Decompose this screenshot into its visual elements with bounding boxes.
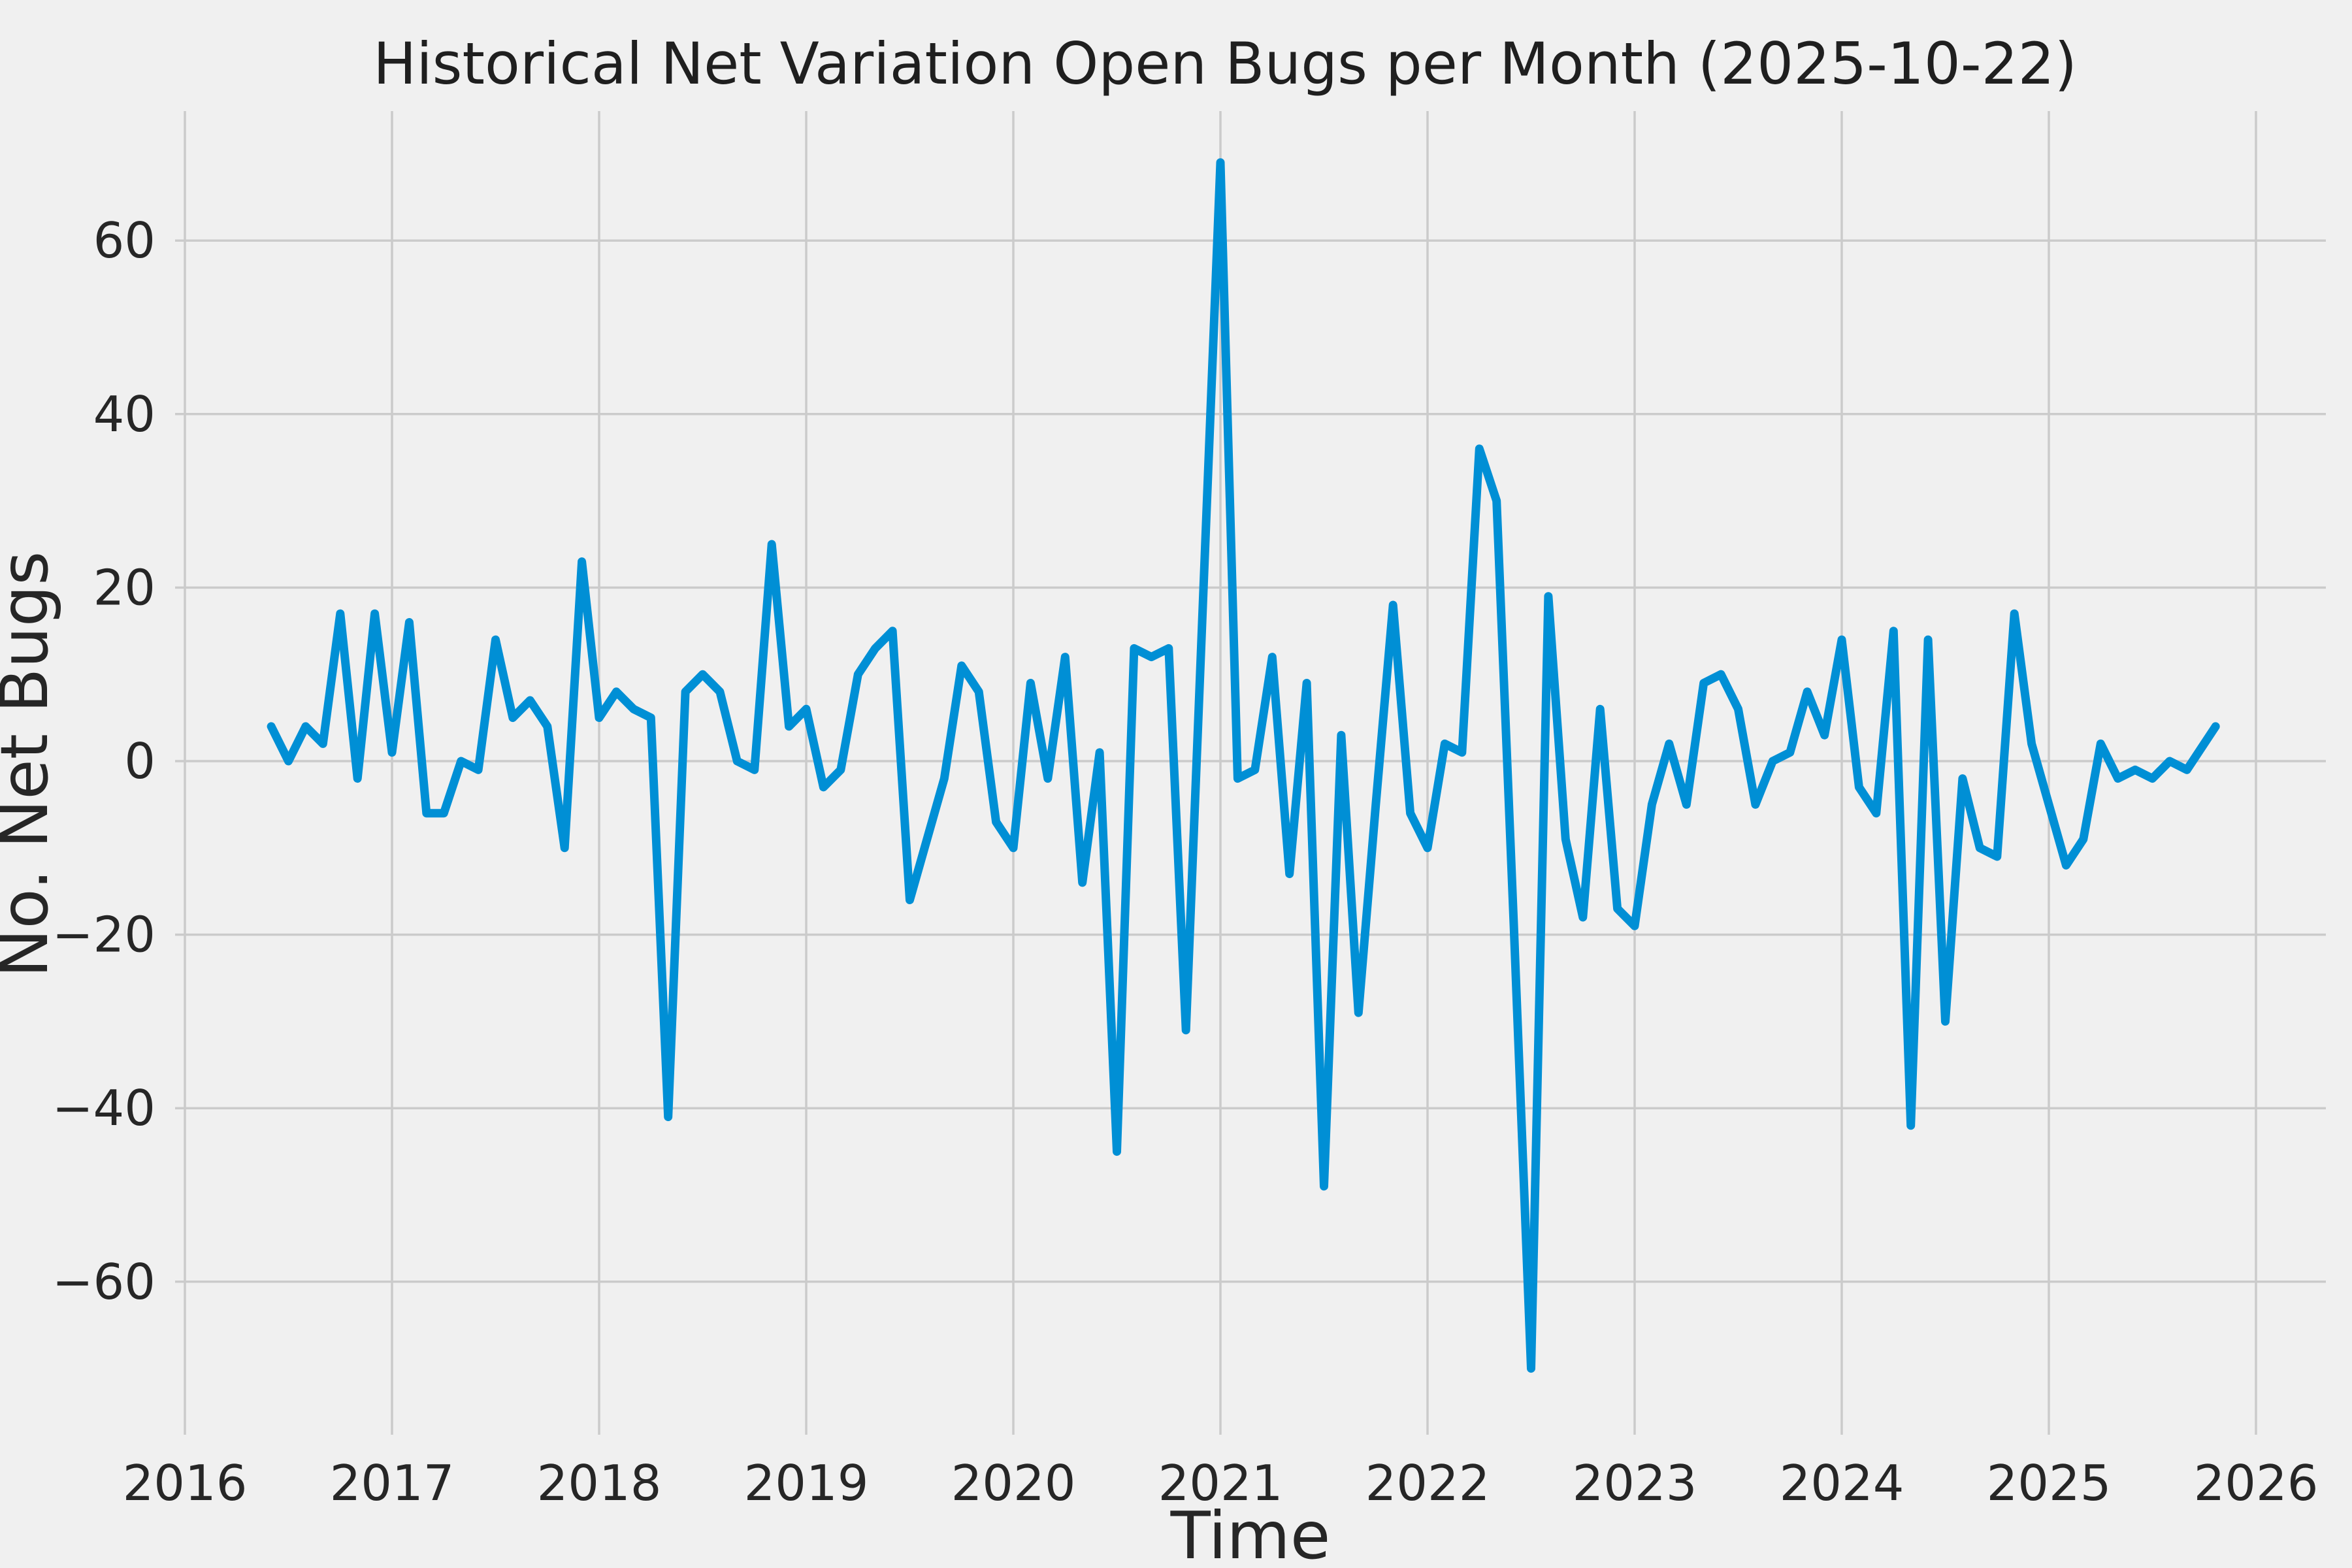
x-tick-label: 2021	[1158, 1454, 1283, 1512]
y-tick-label: 0	[124, 732, 155, 790]
y-tick-label: 40	[93, 385, 155, 443]
x-axis-label: Time	[1170, 1497, 1331, 1568]
y-axis-label: No. Net Bugs	[0, 551, 63, 978]
y-tick-label: −60	[52, 1253, 155, 1311]
y-tick-label: 60	[93, 212, 155, 269]
data-series	[267, 158, 2220, 1373]
x-tick-label: 2020	[951, 1454, 1076, 1512]
x-tick-label: 2018	[537, 1454, 662, 1512]
x-tick-label: 2025	[1987, 1454, 2112, 1512]
y-tick-label: −40	[52, 1079, 155, 1137]
y-axis-tick-labels: 60 40 20 0 −20 −40 −60	[52, 212, 155, 1311]
chart-title: Historical Net Variation Open Bugs per M…	[373, 30, 2077, 97]
x-tick-label: 2017	[330, 1454, 455, 1512]
x-tick-label: 2024	[1780, 1454, 1904, 1512]
x-tick-label: 2019	[744, 1454, 869, 1512]
x-tick-label: 2026	[2194, 1454, 2319, 1512]
y-tick-label: −20	[52, 906, 155, 964]
x-tick-label: 2016	[123, 1454, 248, 1512]
x-tick-label: 2023	[1573, 1454, 1697, 1512]
data-line	[267, 158, 2220, 1373]
x-axis-tick-labels: 2016 2017 2018 2019 2020 2021 2022 2023 2024 2025…	[123, 1454, 2319, 1512]
y-tick-label: 20	[93, 559, 155, 616]
gridlines	[175, 111, 2326, 1435]
x-tick-label: 2022	[1365, 1454, 1490, 1512]
